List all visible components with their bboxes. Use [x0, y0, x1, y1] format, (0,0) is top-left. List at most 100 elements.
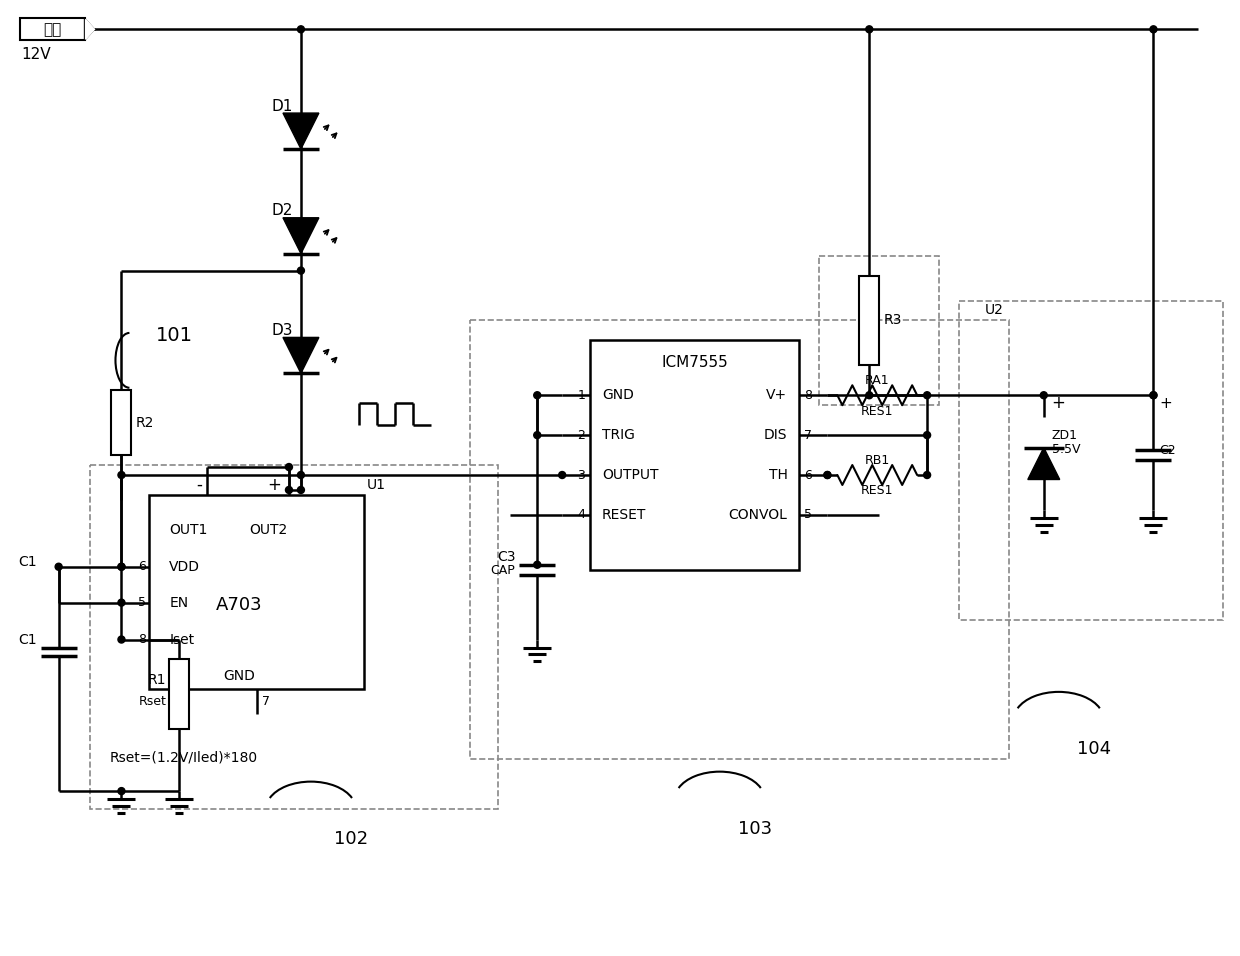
Text: D1: D1 — [272, 98, 293, 114]
Circle shape — [298, 487, 304, 493]
Circle shape — [924, 392, 930, 399]
Text: A703: A703 — [216, 596, 263, 614]
Text: 1: 1 — [578, 389, 585, 402]
Text: DIS: DIS — [764, 428, 787, 442]
Text: D2: D2 — [272, 204, 293, 218]
Polygon shape — [283, 337, 319, 373]
Text: 2: 2 — [578, 428, 585, 442]
Bar — [590, 340, 800, 570]
Text: C2: C2 — [1159, 444, 1176, 457]
Text: 8: 8 — [805, 389, 812, 402]
Text: 7: 7 — [262, 695, 269, 707]
Polygon shape — [1028, 447, 1060, 480]
Circle shape — [533, 432, 541, 439]
Text: U2: U2 — [985, 303, 1004, 317]
Text: Iset: Iset — [170, 633, 195, 646]
Circle shape — [118, 563, 125, 570]
Text: +: + — [267, 476, 281, 494]
Polygon shape — [283, 113, 319, 149]
Text: EN: EN — [170, 596, 188, 610]
Circle shape — [118, 788, 125, 794]
Bar — [89, 465, 498, 809]
Circle shape — [55, 563, 62, 570]
FancyBboxPatch shape — [20, 18, 84, 40]
Text: 7: 7 — [805, 428, 812, 442]
Circle shape — [533, 561, 541, 568]
Text: GND: GND — [603, 388, 634, 402]
Text: 6: 6 — [805, 468, 812, 482]
Text: V+: V+ — [766, 388, 787, 402]
Text: Rset=(1.2V/Iled)*180: Rset=(1.2V/Iled)*180 — [109, 750, 258, 764]
Text: R2: R2 — [135, 416, 154, 429]
Text: 104: 104 — [1076, 740, 1111, 758]
Polygon shape — [86, 19, 94, 39]
Circle shape — [866, 26, 873, 33]
Text: +: + — [1159, 396, 1172, 411]
Circle shape — [298, 267, 304, 274]
Circle shape — [823, 471, 831, 479]
Text: RESET: RESET — [603, 508, 646, 522]
Text: D3: D3 — [272, 323, 293, 337]
Circle shape — [298, 26, 304, 33]
Text: 5: 5 — [139, 597, 146, 609]
Circle shape — [1149, 26, 1157, 33]
Circle shape — [1149, 392, 1157, 399]
Circle shape — [118, 636, 125, 643]
Text: OUT2: OUT2 — [249, 523, 288, 537]
Text: 3: 3 — [578, 468, 585, 482]
Text: GND: GND — [223, 669, 255, 684]
Text: RES1: RES1 — [861, 485, 894, 497]
Circle shape — [823, 471, 831, 479]
Text: 5.5V: 5.5V — [1052, 443, 1080, 456]
Text: 5: 5 — [805, 509, 812, 521]
Bar — [470, 320, 1009, 759]
Text: 101: 101 — [156, 326, 193, 345]
Text: C1: C1 — [19, 554, 37, 569]
Text: -: - — [196, 476, 202, 494]
Circle shape — [285, 464, 293, 470]
Bar — [112, 390, 131, 455]
Text: RB1: RB1 — [864, 453, 890, 467]
Circle shape — [866, 392, 873, 399]
Circle shape — [924, 432, 930, 439]
Text: R3: R3 — [883, 314, 901, 328]
Bar — [859, 275, 879, 365]
Bar — [149, 495, 363, 689]
Circle shape — [285, 487, 293, 493]
Text: 102: 102 — [334, 830, 368, 848]
Text: OUTPUT: OUTPUT — [603, 468, 658, 482]
Text: RA1: RA1 — [866, 374, 889, 387]
Text: CAP: CAP — [491, 564, 516, 577]
Text: TRIG: TRIG — [603, 428, 635, 442]
Bar — [170, 660, 190, 729]
Bar — [820, 255, 939, 405]
Text: Rset: Rset — [139, 695, 166, 707]
Text: C1: C1 — [19, 633, 37, 646]
Circle shape — [533, 392, 541, 399]
Text: OUT1: OUT1 — [170, 523, 207, 537]
Text: 8: 8 — [139, 633, 146, 646]
Polygon shape — [283, 218, 319, 253]
Text: U1: U1 — [367, 478, 386, 492]
Text: 输入: 输入 — [43, 22, 61, 37]
Circle shape — [118, 563, 125, 570]
Circle shape — [1149, 392, 1157, 399]
Text: VDD: VDD — [170, 560, 201, 574]
Circle shape — [1040, 392, 1048, 399]
Circle shape — [559, 471, 565, 479]
Circle shape — [924, 471, 930, 479]
Text: R1: R1 — [148, 673, 166, 687]
Text: TH: TH — [769, 468, 787, 482]
Polygon shape — [84, 18, 94, 40]
Bar — [959, 300, 1223, 619]
Circle shape — [118, 471, 125, 479]
Text: +: + — [1052, 394, 1065, 412]
Text: C3: C3 — [497, 550, 516, 564]
Text: 4: 4 — [578, 509, 585, 521]
Circle shape — [298, 471, 304, 479]
Text: 12V: 12V — [22, 47, 51, 62]
Text: 103: 103 — [738, 820, 771, 838]
Text: ICM7555: ICM7555 — [661, 355, 728, 370]
Text: RES1: RES1 — [861, 404, 894, 418]
Circle shape — [118, 599, 125, 606]
